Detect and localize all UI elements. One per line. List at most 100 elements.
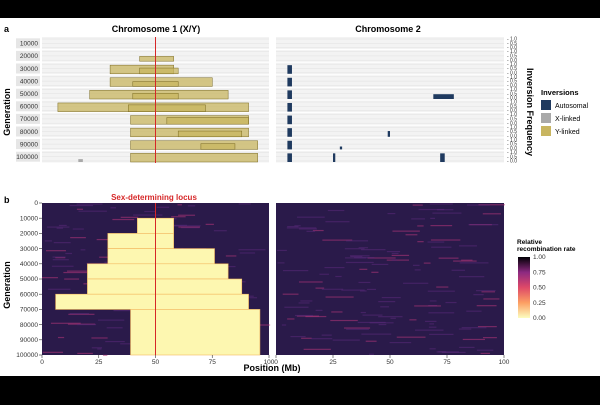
heatmap-streak xyxy=(65,252,72,255)
x-axis-title: Position (Mb) xyxy=(244,363,301,373)
legend-label-x-linked: X-linked xyxy=(555,116,580,123)
heatmap-streak xyxy=(294,225,301,227)
heatmap-streak xyxy=(133,214,163,216)
recombination-legend-title-line1: Relative xyxy=(517,239,542,246)
inversion-bar-autosomal xyxy=(287,153,292,162)
heatmap-streak xyxy=(213,230,227,232)
panel-a-ylabel: Generation xyxy=(2,88,12,136)
inversion-bar-x-linked xyxy=(78,159,83,162)
generation-label: 20000 xyxy=(20,53,38,60)
y-tick-label: 40000 xyxy=(20,261,38,268)
heatmap-streak xyxy=(409,319,417,321)
heatmap-streak xyxy=(102,354,108,356)
heatmap-streak xyxy=(312,229,324,232)
legend-swatch-autosomal xyxy=(541,100,551,110)
heatmap-streak xyxy=(315,309,323,311)
heatmap-streak xyxy=(431,246,452,248)
inversion-bar-autosomal xyxy=(333,153,336,162)
inversion-bar-y-linked xyxy=(139,56,174,62)
recombination-legend: Relative recombination rate 1.00 0.75 0.50… xyxy=(517,239,576,322)
heatmap-streak xyxy=(414,305,441,307)
frequency-tick-label: - 1.0 xyxy=(507,87,517,93)
legend-swatch-y-linked xyxy=(541,126,551,136)
x-tick-label: 0 xyxy=(274,359,278,366)
heatmap-streak xyxy=(225,255,237,257)
heatmap-streak xyxy=(240,281,246,283)
generation-strip xyxy=(16,38,40,49)
heatmap-streak xyxy=(156,206,170,208)
frequency-tick-label: - 0.0 xyxy=(507,83,517,89)
y-tick-label: 60000 xyxy=(20,291,38,298)
x-tick-label: 100 xyxy=(499,359,510,366)
heatmap-streak xyxy=(51,265,74,267)
heatmap-streak xyxy=(466,204,490,206)
x-tick-label: 75 xyxy=(443,359,451,366)
heatmap-streak xyxy=(344,248,365,250)
inversion-bar-autosomal xyxy=(287,128,292,137)
heatmap-streak xyxy=(350,255,370,257)
heatmap-streak xyxy=(99,256,112,258)
heatmap-streak xyxy=(359,268,368,270)
heatmap-streak xyxy=(386,259,409,261)
heatmap-streak xyxy=(319,273,329,275)
heatmap-streak xyxy=(47,226,70,228)
heatmap-streak xyxy=(453,260,477,262)
heatmap-streak xyxy=(296,216,325,218)
heatmap-streak xyxy=(430,225,453,227)
heatmap-streak xyxy=(238,203,251,205)
heatmap-streak xyxy=(371,263,389,266)
heatmap-streak xyxy=(48,288,71,290)
heatmap-streak xyxy=(427,241,445,243)
heatmap-streak xyxy=(387,212,396,215)
non-recombining-block xyxy=(130,309,261,356)
heatmap-streak xyxy=(287,318,295,320)
generation-strip xyxy=(16,113,40,124)
frequency-tick-label: - 1.0 xyxy=(507,49,517,55)
heatmap-streak xyxy=(321,288,344,290)
inversion-bar-autosomal xyxy=(433,94,454,99)
generation-label: 80000 xyxy=(20,129,38,136)
frequency-tick-label: - 1.0 xyxy=(507,37,517,43)
y-tick-label: 50000 xyxy=(20,276,38,283)
legend-swatch-x-linked xyxy=(541,113,551,123)
legend-label-autosomal: Autosomal xyxy=(555,103,589,110)
frequency-tick-label: - 0.5 xyxy=(507,54,517,60)
heatmap-streak xyxy=(42,277,58,279)
frequency-tick-label: - 0.5 xyxy=(507,91,517,97)
frequency-tick-label: - 0.0 xyxy=(507,58,517,64)
heatmap-streak xyxy=(113,309,133,312)
heatmap-streak xyxy=(392,230,420,232)
heatmap-streak xyxy=(429,323,435,325)
inversion-bar-autosomal xyxy=(387,131,390,137)
heatmap-streak xyxy=(438,351,447,353)
heatmap-streak xyxy=(66,270,96,272)
generation-label: 40000 xyxy=(20,78,38,85)
heatmap-streak xyxy=(428,326,437,328)
heatmap-streak xyxy=(425,320,437,322)
colorbar-tick-label: 0.00 xyxy=(533,315,546,322)
colorbar-tick-label: 1.00 xyxy=(533,254,546,261)
heatmap-streak xyxy=(396,336,426,338)
chrom1-title: Chromosome 1 (X/Y) xyxy=(112,24,201,34)
heatmap-streak xyxy=(238,249,266,251)
heatmap-streak xyxy=(105,340,125,343)
heatmap-streak xyxy=(281,324,287,326)
heatmap-streak xyxy=(321,334,332,336)
y-tick-label: 10000 xyxy=(20,215,38,222)
heatmap-streak xyxy=(221,265,236,268)
frequency-tick-label: - 0.0 xyxy=(507,159,517,165)
heatmap-streak xyxy=(441,351,466,354)
heatmap-streak xyxy=(177,204,182,206)
heatmap-streak xyxy=(322,239,353,241)
heatmap-streak xyxy=(110,207,117,209)
frequency-tick-label: - 0.5 xyxy=(507,66,517,72)
colorbar-ticks: 1.00 0.75 0.50 0.25 0.00 xyxy=(533,254,546,322)
frequency-tick-label: - 1.0 xyxy=(507,112,517,118)
heatmap-streak xyxy=(428,312,455,314)
inversion-bar-autosomal xyxy=(339,146,343,150)
heatmap-streak xyxy=(72,228,84,230)
heatmap-streak xyxy=(436,286,449,288)
heatmap-streak xyxy=(172,225,201,227)
frequency-tick-label: - 1.0 xyxy=(507,125,517,131)
